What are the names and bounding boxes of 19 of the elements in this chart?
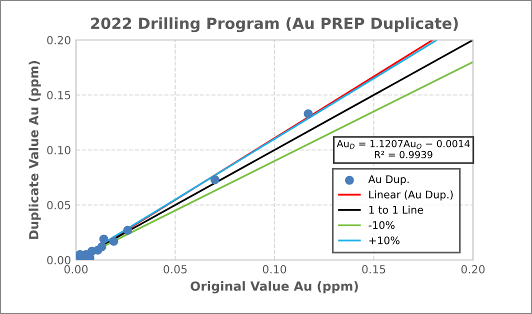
x-axis-title: Original Value Au (ppm) — [190, 281, 358, 294]
x-tick-label: 0.00 — [64, 265, 88, 274]
legend-label: -10% — [368, 221, 395, 230]
legend-label: Linear (Au Dup.) — [369, 190, 453, 200]
x-tick-label: 0.20 — [461, 265, 485, 274]
y-tick-label: 0.15 — [47, 90, 70, 100]
legend-label: Au Dup. — [368, 175, 409, 186]
chart-title: 2022 Drilling Program (Au PREP Duplicate) — [91, 17, 458, 32]
x-tick-label: 0.15 — [362, 265, 386, 274]
y-tick-label: 0.00 — [47, 256, 70, 264]
y-tick-label: 0.05 — [47, 200, 70, 210]
x-tick-label: 0.05 — [164, 265, 187, 274]
annotation: Au$_{D}$ = 1.1207Au$_{O}$ − 0.0014 R² = 0.9939 — [336, 140, 470, 158]
legend-label: 1 to 1 Line — [369, 206, 424, 214]
y-tick-label: 0.20 — [47, 36, 70, 44]
y-axis-title: Duplicate Value Au (ppm) — [28, 61, 41, 239]
x-tick-label: 0.10 — [262, 265, 286, 274]
legend-label: +10% — [369, 236, 400, 244]
y-tick-label: 0.10 — [47, 146, 70, 154]
